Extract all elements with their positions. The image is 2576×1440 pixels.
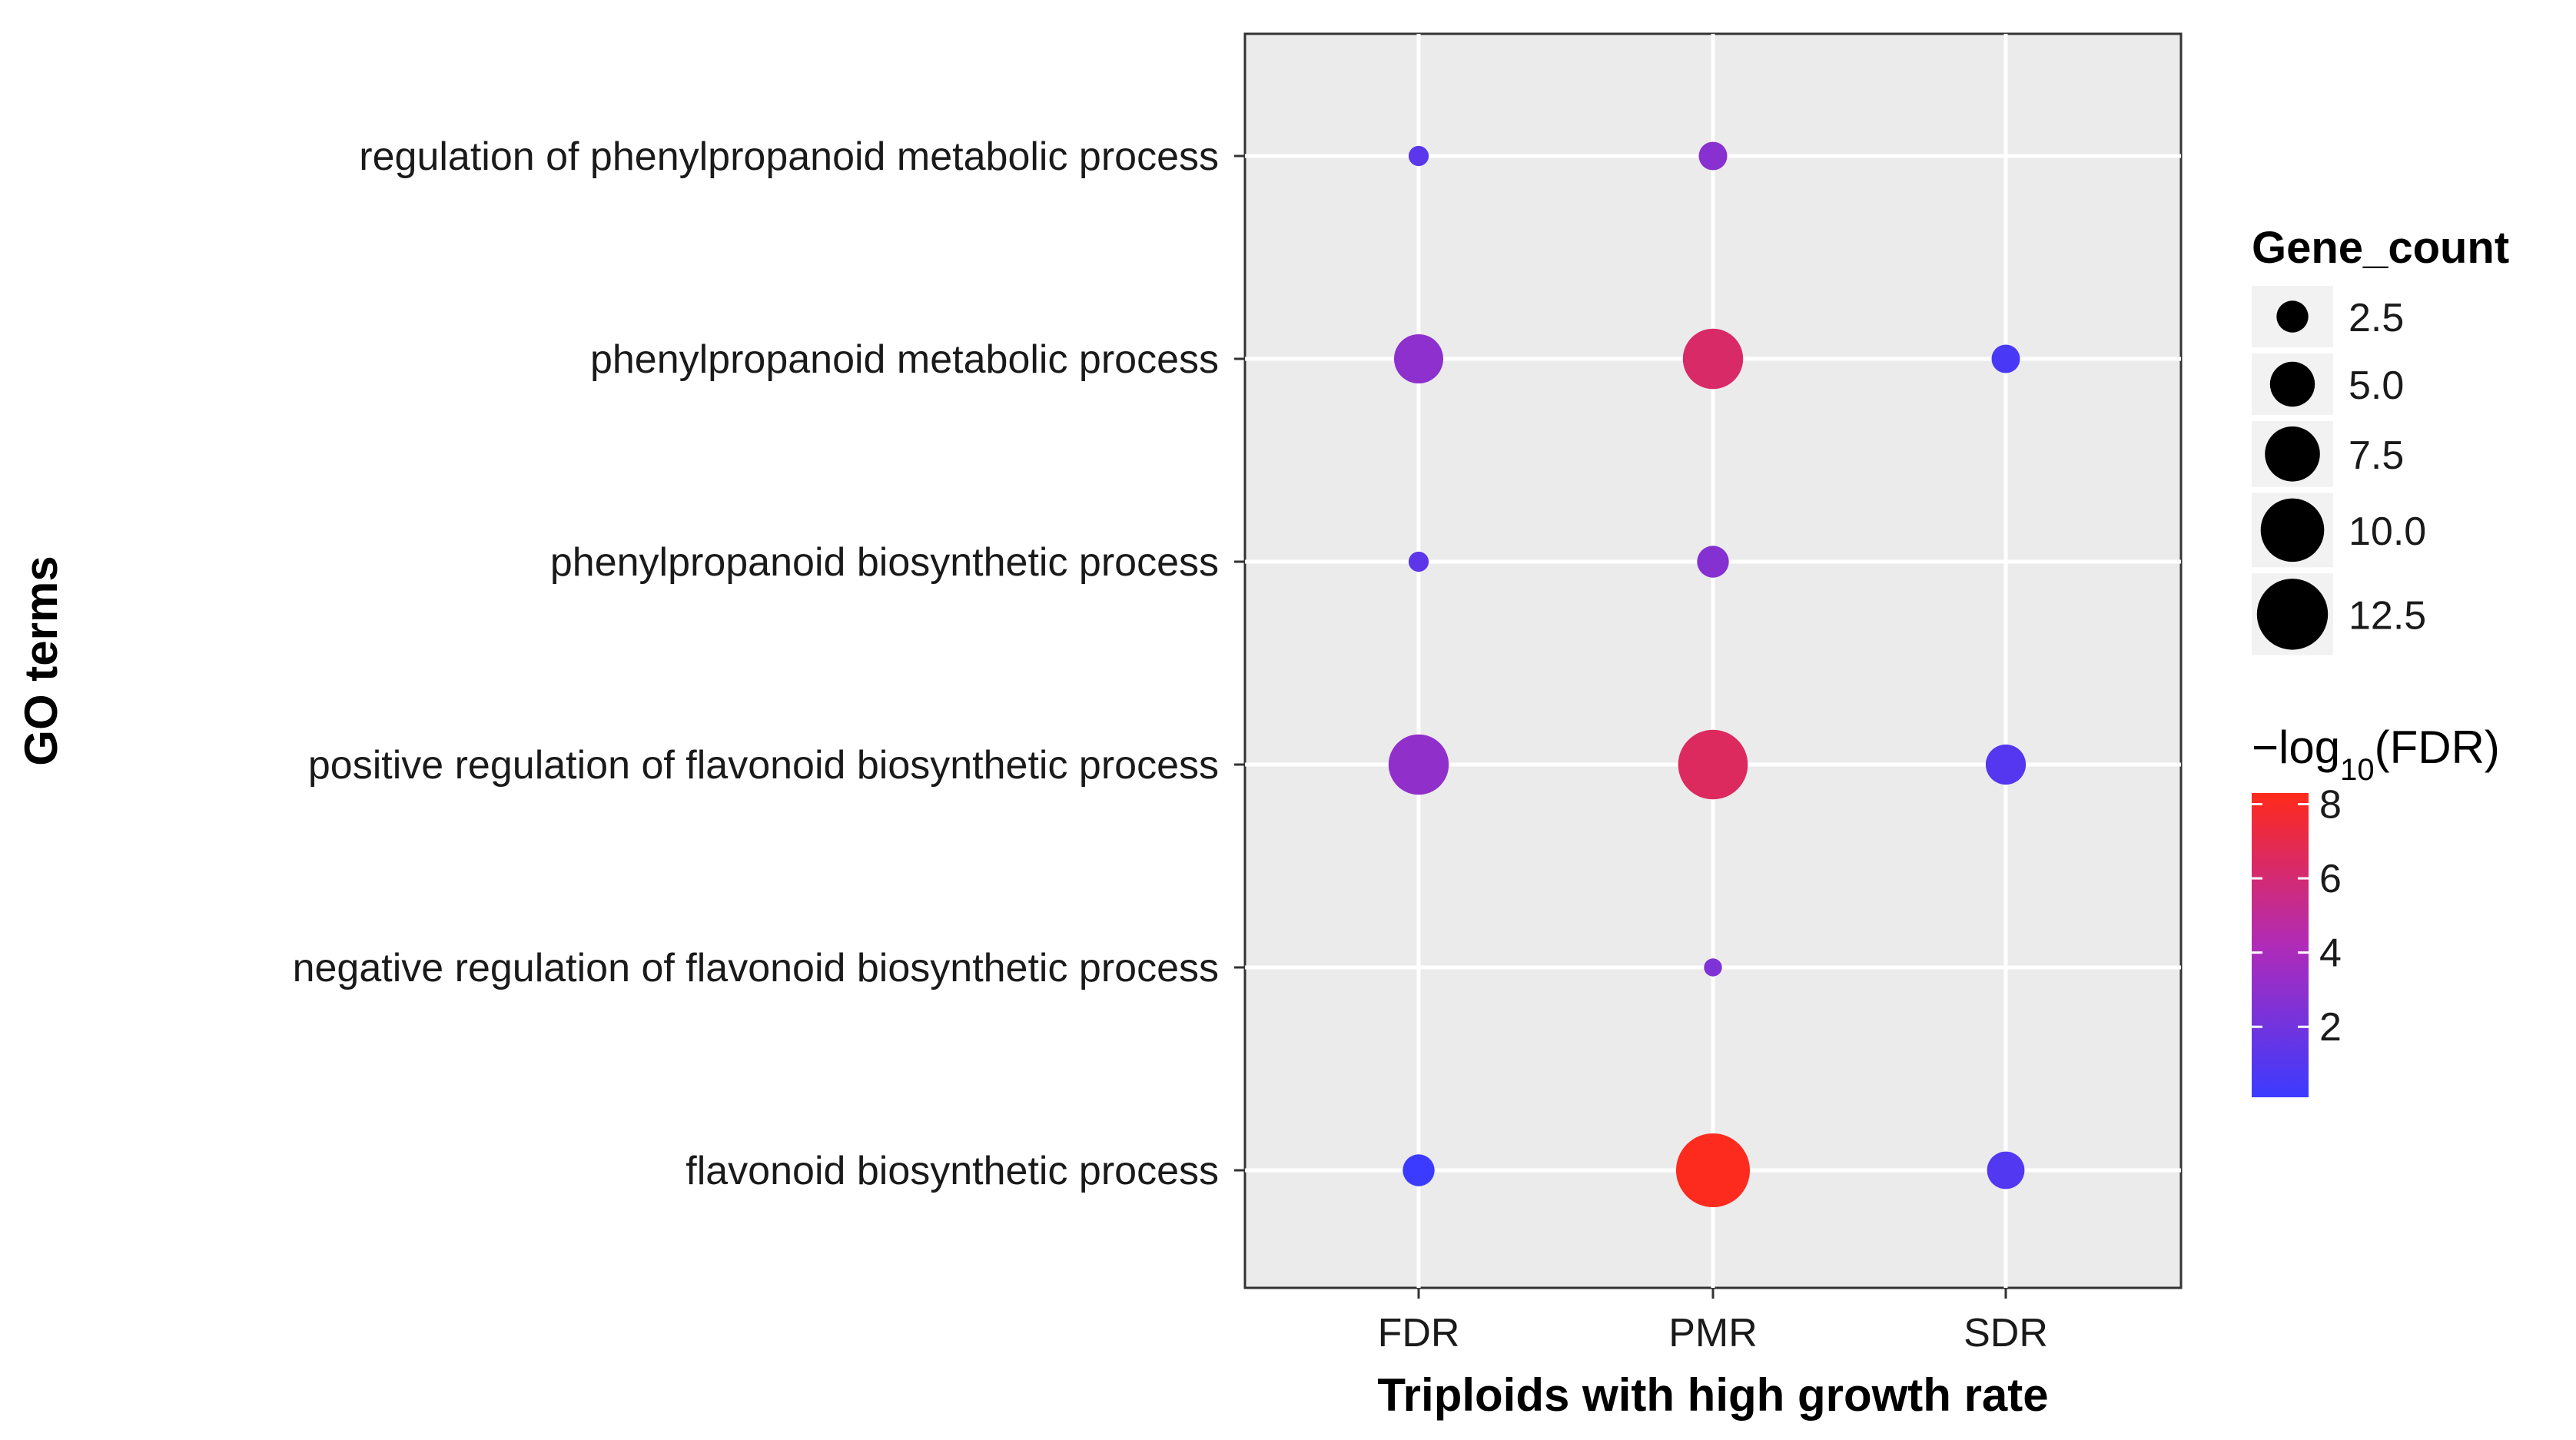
x-tick-label: PMR <box>1668 1311 1758 1355</box>
size-legend-label: 7.5 <box>2349 433 2404 478</box>
color-legend-title: −log10(FDR) <box>2252 722 2500 787</box>
data-point <box>1697 546 1729 578</box>
data-point <box>1985 744 2027 785</box>
x-axis-title: Triploids with high growth rate <box>1377 1369 2048 1421</box>
size-legend-label: 5.0 <box>2349 363 2404 408</box>
colorbar-tick-label: 6 <box>2319 857 2342 901</box>
size-legend-label: 10.0 <box>2349 509 2426 554</box>
data-point <box>1676 1133 1750 1207</box>
data-point <box>1698 141 1728 171</box>
x-tick-label: FDR <box>1378 1311 1460 1355</box>
y-tick-label: phenylpropanoid metabolic process <box>590 337 1219 382</box>
size-legend-dot <box>2276 300 2309 333</box>
y-tick-label: phenylpropanoid biosynthetic process <box>550 540 1219 585</box>
size-legend-label: 12.5 <box>2349 593 2426 638</box>
size-legend-dot <box>2256 579 2329 650</box>
y-tick-label: negative regulation of flavonoid biosynt… <box>293 946 1219 990</box>
data-point <box>1991 344 2020 373</box>
size-legend-label: 2.5 <box>2349 296 2404 340</box>
size-legend-dot <box>2265 426 2320 482</box>
data-point <box>1987 1151 2025 1189</box>
size-legend-dot <box>2260 498 2325 562</box>
data-point <box>1704 958 1722 977</box>
colorbar-tick-label: 2 <box>2319 1005 2342 1050</box>
data-point <box>1682 328 1744 390</box>
x-axis-ticks: FDR PMR SDR <box>1378 1288 2048 1355</box>
data-point <box>1403 1154 1435 1186</box>
y-tick-label: regulation of phenylpropanoid metabolic … <box>359 134 1219 179</box>
data-point <box>1394 334 1443 383</box>
data-point <box>1408 551 1429 572</box>
y-tick-label: positive regulation of flavonoid biosynt… <box>308 743 1219 788</box>
size-legend: Gene_count 2.5 5.0 7.5 10.0 12.5 <box>2252 223 2509 655</box>
data-point <box>1678 729 1748 800</box>
size-legend-title: Gene_count <box>2252 223 2509 273</box>
colorbar-tick-label: 4 <box>2319 931 2342 976</box>
data-point <box>1388 734 1449 795</box>
data-point <box>1408 145 1429 167</box>
colorbar <box>2252 793 2309 1097</box>
x-tick-label: SDR <box>1964 1311 2048 1355</box>
data-points <box>1388 141 2027 1207</box>
y-tick-label: flavonoid biosynthetic process <box>685 1149 1219 1193</box>
size-legend-dot <box>2269 361 2315 407</box>
y-axis-ticks: regulation of phenylpropanoid metabolic … <box>293 134 1245 1193</box>
colorbar-tick-label: 8 <box>2319 782 2342 827</box>
color-legend: −log10(FDR) 2 4 6 8 <box>2252 722 2500 1097</box>
y-axis-title: GO terms <box>15 556 67 765</box>
